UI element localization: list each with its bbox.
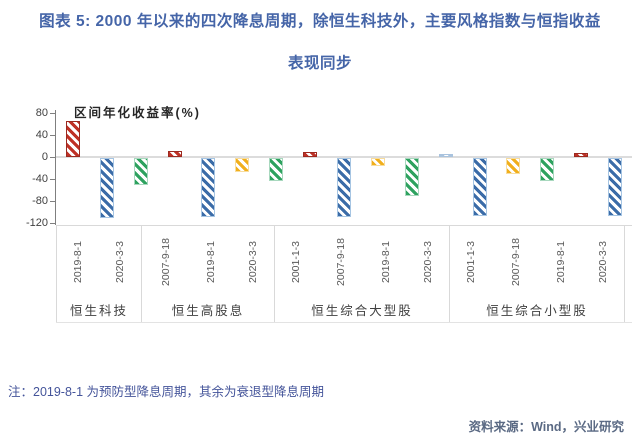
bar-slot bbox=[158, 113, 192, 225]
bar-2001-1-3 bbox=[235, 158, 250, 173]
bar-slot bbox=[225, 113, 259, 225]
date-slot: 2020-3-3 bbox=[99, 226, 141, 298]
date-label: 2019-8-1 bbox=[379, 240, 392, 284]
y-tick-label: -80 bbox=[32, 194, 48, 207]
date-slot: 2001-1-3 bbox=[275, 226, 317, 298]
group-label: 恒生综合大型股 bbox=[311, 304, 413, 318]
bar-2007-9-18 bbox=[133, 158, 148, 185]
date-slot: 2007-9-18 bbox=[492, 226, 540, 298]
bar-2007-9-18 bbox=[269, 158, 284, 182]
bar-2019-8-1 bbox=[65, 121, 80, 157]
date-label: 2019-8-1 bbox=[204, 240, 217, 284]
y-axis-title: 区间年化收益率(%) bbox=[74, 106, 201, 120]
y-tick-label: 80 bbox=[35, 106, 48, 119]
zero-gridline bbox=[56, 156, 632, 158]
date-label: 2007-9-18 bbox=[509, 238, 522, 286]
bar-slot bbox=[429, 113, 463, 225]
bar-2019-8-1 bbox=[303, 151, 318, 157]
date-slot: 2001-1-3 bbox=[625, 226, 640, 298]
figure-title-line1: 图表 5: 2000 年以来的四次降息周期，除恒生科技外，主要风格指数与恒指收益 bbox=[39, 13, 601, 30]
bar-slot bbox=[598, 113, 632, 225]
bar-slot bbox=[90, 113, 124, 225]
bar-slot bbox=[463, 113, 497, 225]
date-label: 2019-8-1 bbox=[72, 240, 85, 284]
bar-slot bbox=[56, 113, 90, 225]
date-slot: 2020-3-3 bbox=[582, 226, 624, 298]
bar-slot bbox=[327, 113, 361, 225]
category-label-band: 2019-8-1 2020-3-3 恒生科技 2007-9-18 2019-8-1 202… bbox=[56, 226, 640, 323]
bar-2020-3-3 bbox=[337, 158, 352, 217]
bar-group bbox=[56, 113, 124, 225]
category-axis-line bbox=[56, 225, 632, 226]
bar-slot bbox=[124, 113, 158, 225]
group-label: 恒生科技 bbox=[70, 304, 129, 318]
category-group: 2007-9-18 2019-8-1 2020-3-3 恒生高股息 bbox=[142, 226, 275, 322]
date-label: 2007-9-18 bbox=[334, 238, 347, 286]
category-group: 2001-1-3 2007-9-18 2019-8-1 2020-3-3 恒生综合大型股 bbox=[275, 226, 450, 322]
date-slot: 2007-9-18 bbox=[317, 226, 365, 298]
date-slots: 2001-1-3 2007-9-18 2019-8-1 2020-3-3 bbox=[275, 226, 449, 298]
group-label: 恒生高股息 bbox=[171, 304, 245, 318]
date-label: 2001-1-3 bbox=[290, 240, 303, 284]
group-label: 恒生指数 bbox=[625, 300, 640, 319]
bar-2020-3-3 bbox=[201, 158, 216, 217]
bar-slot bbox=[496, 113, 530, 225]
bar-slot bbox=[395, 113, 429, 225]
bar-slot bbox=[259, 113, 293, 225]
bar-2007-9-18 bbox=[404, 158, 419, 196]
y-axis-line bbox=[55, 110, 56, 225]
date-label: 2020-3-3 bbox=[246, 240, 259, 284]
bar-2019-8-1 bbox=[167, 150, 182, 157]
bar-2007-9-18 bbox=[540, 158, 555, 182]
bar-slot bbox=[293, 113, 327, 225]
bar-2020-3-3 bbox=[472, 158, 487, 216]
date-slots: 2001-1-3 2007-9-18 2019-8-1 2020-3-3 bbox=[450, 226, 624, 298]
bar-group bbox=[225, 113, 361, 225]
y-tick-label: -40 bbox=[32, 172, 48, 185]
category-group: 2001-1-3 2007-9-18 2019-8-1 2020-3-3 恒生综合小型股 bbox=[450, 226, 625, 322]
date-label: 2020-3-3 bbox=[596, 240, 609, 284]
bar-2019-8-1 bbox=[574, 153, 589, 157]
bar-2020-3-3 bbox=[608, 158, 623, 216]
footnote: 注：2019-8-1 为预防型降息周期，其余为衰退型降息周期 bbox=[8, 385, 325, 399]
bar-slot bbox=[530, 113, 564, 225]
bar-2020-3-3 bbox=[99, 158, 114, 219]
y-tick-label: 40 bbox=[35, 128, 48, 141]
bar-group bbox=[361, 113, 497, 225]
bar-slot bbox=[192, 113, 226, 225]
category-group: 2019-8-1 2020-3-3 恒生科技 bbox=[56, 226, 143, 322]
y-tick-label: -120 bbox=[25, 216, 48, 229]
bar-group bbox=[124, 113, 226, 225]
date-slots: 2007-9-18 2019-8-1 2020-3-3 bbox=[142, 226, 274, 298]
bar-slot bbox=[361, 113, 395, 225]
date-label: 2020-3-3 bbox=[421, 240, 434, 284]
date-label: 2019-8-1 bbox=[554, 240, 567, 284]
date-slot: 2001-1-3 bbox=[450, 226, 492, 298]
bar-group bbox=[496, 113, 632, 225]
bar-2001-1-3 bbox=[370, 158, 385, 166]
date-slot: 2020-3-3 bbox=[407, 226, 449, 298]
date-label: 2007-9-18 bbox=[160, 238, 172, 286]
date-slots: 2019-8-1 2020-3-3 bbox=[57, 226, 141, 298]
date-slot: 2020-3-3 bbox=[232, 226, 274, 298]
date-slot: 2019-8-1 bbox=[540, 226, 582, 298]
date-label: 2001-1-3 bbox=[464, 240, 477, 284]
date-slot: 2019-8-1 bbox=[57, 226, 99, 298]
plot-area bbox=[56, 113, 632, 225]
data-source: 资料来源：Wind，兴业研究 bbox=[468, 420, 624, 434]
bar-2001-1-3 bbox=[506, 158, 521, 175]
date-slot: 2019-8-1 bbox=[365, 226, 407, 298]
date-slot: 2007-9-18 bbox=[142, 226, 190, 298]
date-slot: 2019-8-1 bbox=[190, 226, 232, 298]
figure-title-line2: 表现同步 bbox=[287, 55, 352, 72]
y-tick-label: 0 bbox=[41, 150, 48, 163]
group-label: 恒生综合小型股 bbox=[486, 304, 588, 318]
date-label: 2020-3-3 bbox=[114, 240, 127, 284]
bar-slot bbox=[564, 113, 598, 225]
bar-2019-8-1 bbox=[438, 153, 453, 157]
